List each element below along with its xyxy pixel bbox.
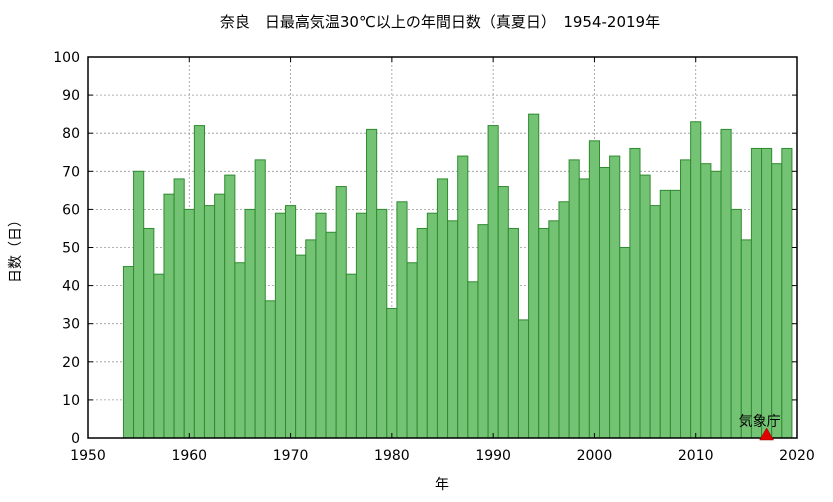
- bar: [355, 212, 368, 439]
- bar: [203, 205, 216, 439]
- bar: [315, 212, 327, 439]
- bar: [274, 212, 287, 439]
- y-tick-label: 40: [62, 279, 80, 295]
- bar: [639, 174, 651, 439]
- y-tick-label: 0: [71, 431, 80, 447]
- bar: [710, 170, 722, 439]
- x-tick-label: 1960: [171, 448, 207, 464]
- bar: [497, 186, 509, 439]
- bar: [771, 163, 783, 439]
- bar: [528, 113, 540, 439]
- bar: [122, 266, 135, 439]
- bar: [609, 155, 621, 439]
- bar: [325, 231, 337, 439]
- y-tick-label: 60: [62, 202, 80, 218]
- bar: [193, 125, 205, 439]
- bar: [224, 174, 236, 439]
- y-tick-label: 100: [53, 50, 80, 66]
- bar: [649, 205, 661, 439]
- bar: [183, 208, 195, 439]
- annotation-marker: [759, 427, 775, 441]
- bar: [416, 227, 428, 439]
- bar: [234, 262, 246, 439]
- y-tick-label: 30: [62, 317, 80, 333]
- bar: [335, 186, 347, 439]
- x-tick-label: 1970: [273, 448, 309, 464]
- bar: [163, 193, 175, 439]
- bar: [619, 247, 631, 439]
- bar: [244, 208, 256, 439]
- bar: [517, 319, 530, 439]
- x-tick-label: 1980: [374, 448, 410, 464]
- bar: [396, 201, 408, 439]
- y-tick-label: 50: [62, 241, 80, 257]
- axis-ticks: 0 10 20 30 40 50 60 70 80 90 100 1950 1960 1970 1980 19…: [53, 50, 815, 464]
- bar: [477, 224, 489, 439]
- bar: [629, 147, 641, 439]
- y-axis-label: 日数（日）: [8, 213, 24, 283]
- bar: [285, 205, 297, 439]
- bar: [426, 212, 438, 439]
- bar: [588, 140, 600, 439]
- bar: [295, 254, 307, 439]
- bar: [538, 227, 550, 439]
- bar: [305, 239, 317, 439]
- x-tick-label: 1950: [70, 448, 106, 464]
- x-tick-label: 2010: [678, 448, 714, 464]
- bar: [750, 147, 763, 439]
- bar: [436, 178, 449, 439]
- bar: [558, 201, 570, 439]
- bar: [700, 163, 712, 439]
- bar: [133, 170, 145, 439]
- y-tick-label: 20: [62, 355, 80, 371]
- bar: [598, 166, 611, 439]
- bar: [173, 178, 185, 439]
- bar: [447, 220, 459, 439]
- bar: [214, 193, 226, 439]
- bar: [568, 159, 580, 439]
- annotation-label: 気象庁: [739, 414, 781, 430]
- bar: [487, 125, 499, 439]
- y-tick-label: 70: [62, 164, 80, 180]
- bar: [467, 281, 479, 439]
- bar: [669, 189, 682, 439]
- chart-title: 奈良 日最高気温30℃以上の年間日数（真夏日） 1954-2019年: [220, 13, 660, 31]
- y-tick-label: 90: [62, 88, 80, 104]
- bar: [143, 227, 155, 439]
- bar: [507, 227, 519, 439]
- bar: [730, 208, 742, 439]
- bar: [376, 208, 388, 439]
- bar: [457, 155, 469, 439]
- bar: [740, 239, 752, 439]
- x-axis-label: 年: [435, 477, 449, 493]
- bar: [680, 159, 692, 439]
- x-tick-label: 2020: [779, 448, 815, 464]
- x-tick-label: 1990: [475, 448, 511, 464]
- bar: [264, 300, 276, 439]
- bar: [153, 273, 165, 439]
- y-tick-label: 10: [62, 393, 80, 409]
- bar: [761, 147, 773, 439]
- bar: [366, 128, 378, 439]
- bar: [690, 121, 702, 439]
- y-tick-label: 80: [62, 126, 80, 142]
- x-tick-label: 2000: [577, 448, 613, 464]
- bar: [345, 273, 357, 439]
- bar: [659, 189, 671, 439]
- bar: [720, 128, 732, 439]
- bar: [548, 220, 560, 439]
- bar: [781, 147, 793, 439]
- bar: [386, 307, 398, 439]
- bar: [406, 262, 418, 439]
- bar: [254, 159, 266, 439]
- bar: [578, 178, 590, 439]
- bars: [122, 113, 793, 439]
- annotation: 気象庁: [739, 414, 781, 441]
